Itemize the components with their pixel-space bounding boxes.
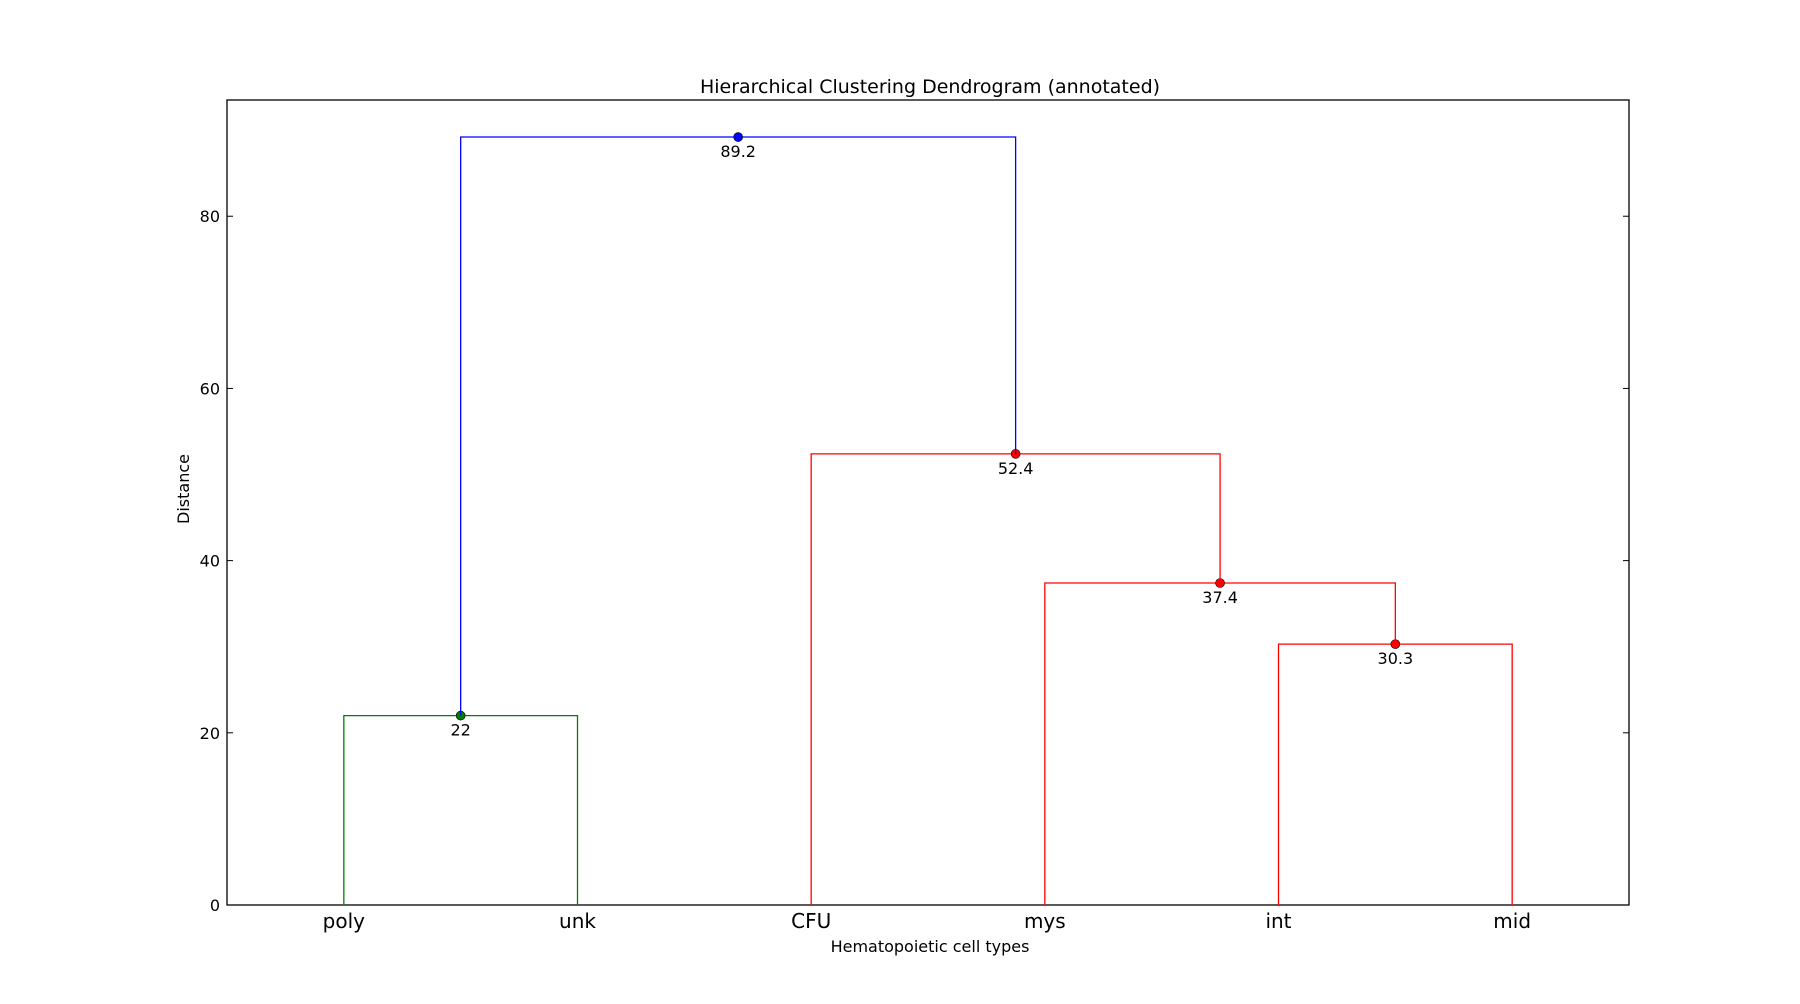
x-tick-label: poly bbox=[323, 909, 365, 933]
merge-point bbox=[733, 132, 743, 142]
chart-title: Hierarchical Clustering Dendrogram (anno… bbox=[700, 76, 1160, 98]
plot-frame bbox=[226, 99, 1630, 906]
x-tick-label: mys bbox=[1024, 909, 1066, 933]
y-tick-label: 40 bbox=[200, 552, 220, 571]
merge-height-label: 52.4 bbox=[998, 459, 1034, 478]
y-tick-label: 80 bbox=[200, 207, 220, 226]
y-tick-label: 60 bbox=[200, 379, 220, 398]
merge-height-label: 37.4 bbox=[1202, 588, 1238, 607]
merge-height-label: 89.2 bbox=[720, 142, 756, 161]
x-tick-label: int bbox=[1265, 909, 1291, 933]
y-axis-label: Distance bbox=[174, 454, 193, 524]
merge-height-label: 30.3 bbox=[1378, 649, 1414, 668]
plot-area: 0 20 40 60 80 poly unk CFU mys int mid 22 30.3 37.4 52… bbox=[200, 99, 1630, 933]
y-tick-label: 0 bbox=[210, 896, 220, 915]
x-tick-label: unk bbox=[559, 909, 596, 933]
x-axis-label: Hematopoietic cell types bbox=[831, 937, 1030, 956]
merge-height-label: 22 bbox=[450, 721, 470, 740]
x-tick-label: CFU bbox=[791, 909, 831, 933]
x-tick-label: mid bbox=[1493, 909, 1531, 933]
y-tick-label: 20 bbox=[200, 724, 220, 743]
